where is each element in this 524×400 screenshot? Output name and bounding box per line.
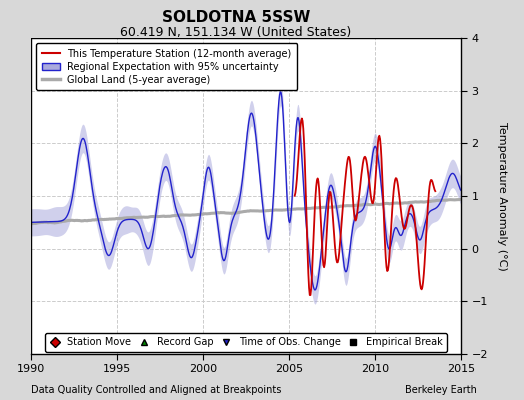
Y-axis label: Temperature Anomaly (°C): Temperature Anomaly (°C) [497,122,507,270]
Text: Data Quality Controlled and Aligned at Breakpoints: Data Quality Controlled and Aligned at B… [31,385,282,395]
Legend: Station Move, Record Gap, Time of Obs. Change, Empirical Break: Station Move, Record Gap, Time of Obs. C… [45,332,447,352]
Text: SOLDOTNA 5SSW: SOLDOTNA 5SSW [161,10,310,25]
Text: 60.419 N, 151.134 W (United States): 60.419 N, 151.134 W (United States) [120,26,352,39]
Text: Berkeley Earth: Berkeley Earth [405,385,477,395]
